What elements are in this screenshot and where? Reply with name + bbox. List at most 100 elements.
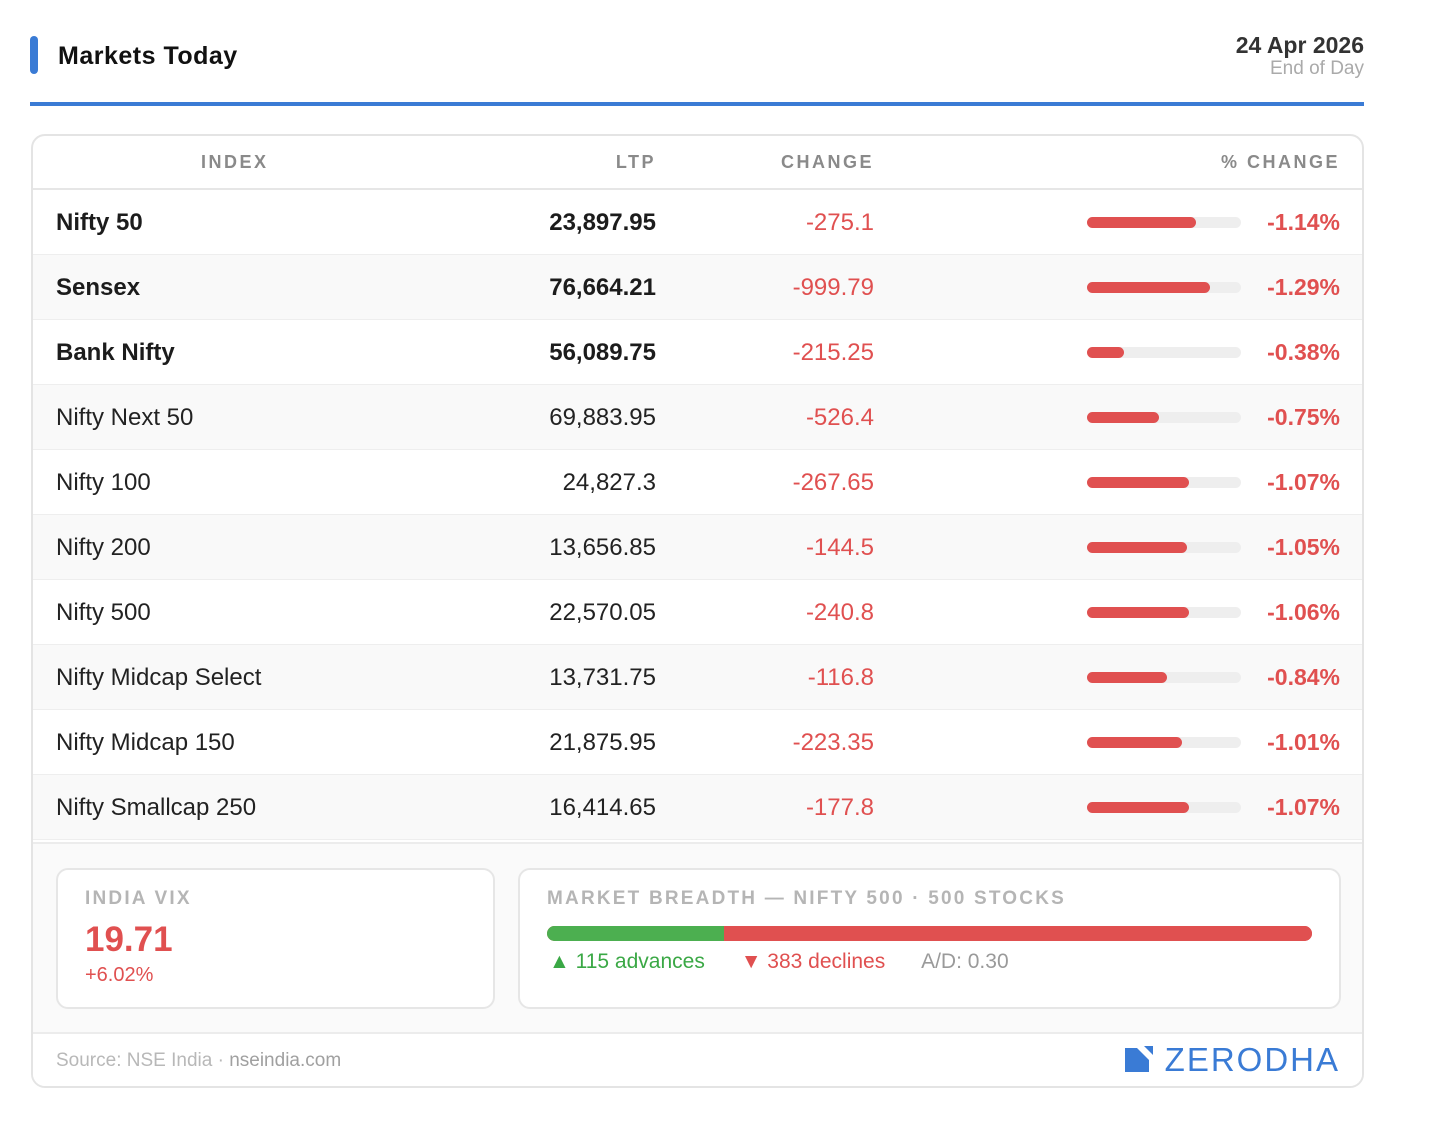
pct-change-bar-fill — [1087, 672, 1168, 683]
index-name: Nifty Midcap Select — [56, 664, 262, 691]
index-pct-change: -1.07% — [1267, 794, 1340, 820]
pct-change-bar-fill — [1087, 412, 1160, 423]
pct-change-bar-track — [1087, 737, 1241, 748]
index-pct-change: -1.05% — [1267, 534, 1340, 560]
index-ltp: 13,731.75 — [549, 664, 656, 691]
breadth-label: MARKET BREADTH — NIFTY 500 · 500 STOCKS — [547, 888, 1067, 909]
pct-change-bar-fill — [1087, 347, 1124, 358]
table-row[interactable]: Nifty Midcap Select 13,731.75 -116.8 -0.84% — [33, 645, 1362, 710]
pct-change-bar-track — [1087, 802, 1241, 813]
breadth-legend: ▲ 115 advances ▼ 383 declines A/D: 0.30 — [549, 950, 1009, 974]
column-header-index[interactable]: INDEX — [201, 152, 269, 172]
index-pct-change: -1.06% — [1267, 599, 1340, 625]
pct-change-bar-fill — [1087, 737, 1183, 748]
footer: Source: NSE India · nseindia.com ZERODHA — [33, 1032, 1362, 1086]
pct-change-bar-track — [1087, 607, 1241, 618]
index-pct-change: -1.01% — [1267, 729, 1340, 755]
table-header: INDEX LTP CHANGE % CHANGE — [33, 136, 1362, 190]
summary-section: INDIA VIX 19.71 +6.02% MARKET BREADTH — … — [33, 842, 1362, 1032]
index-ltp: 23,897.95 — [549, 209, 656, 236]
source-note: Source: NSE India · nseindia.com — [56, 1050, 341, 1072]
pct-change-bar-fill — [1087, 607, 1189, 618]
table-row[interactable]: Nifty 100 24,827.3 -267.65 -1.07% — [33, 450, 1362, 515]
index-pct-change: -1.29% — [1267, 274, 1340, 300]
source-link[interactable]: nseindia.com — [229, 1050, 342, 1071]
header: Markets Today 24 Apr 2026 End of Day — [30, 32, 1364, 106]
index-change: -177.8 — [805, 794, 874, 821]
india-vix-card: INDIA VIX 19.71 +6.02% — [56, 868, 495, 1009]
markets-card: INDEX LTP CHANGE % CHANGE Nifty 50 23,897… — [31, 134, 1364, 1088]
column-header-pct-change[interactable]: % CHANGE — [1220, 152, 1340, 172]
pct-change-bar-fill — [1087, 542, 1188, 553]
vix-value: 19.71 — [85, 920, 173, 959]
vix-change: +6.02% — [85, 964, 154, 986]
index-name: Nifty 50 — [56, 209, 143, 236]
table-row[interactable]: Nifty 200 13,656.85 -144.5 -1.05% — [33, 515, 1362, 580]
ad-ratio: A/D: 0.30 — [921, 950, 1009, 973]
column-header-change[interactable]: CHANGE — [780, 152, 874, 172]
index-ltp: 21,875.95 — [549, 729, 656, 756]
index-ltp: 22,570.05 — [549, 599, 656, 626]
table-row[interactable]: Nifty Midcap 150 21,875.95 -223.35 -1.01% — [33, 710, 1362, 775]
pct-change-bar-track — [1087, 282, 1241, 293]
zerodha-logo-icon — [1124, 1046, 1153, 1072]
index-ltp: 69,883.95 — [549, 404, 656, 431]
index-change: -215.25 — [792, 339, 874, 366]
table-row[interactable]: Nifty 50 23,897.95 -275.1 -1.14% — [33, 190, 1362, 255]
index-change: -240.8 — [805, 599, 874, 626]
pct-change-bar-fill — [1087, 217, 1197, 228]
pct-change-bar-fill — [1087, 477, 1189, 488]
index-change: -267.65 — [792, 469, 874, 496]
index-pct-change: -0.75% — [1267, 404, 1340, 430]
index-table-body: Nifty 50 23,897.95 -275.1 -1.14% Sensex 76,66… — [33, 190, 1362, 840]
pct-change-bar-track — [1087, 542, 1241, 553]
index-pct-change: -0.38% — [1267, 339, 1340, 365]
index-change: -999.79 — [792, 274, 874, 301]
index-ltp: 24,827.3 — [562, 469, 656, 496]
source-prefix: Source: NSE India · — [56, 1050, 230, 1071]
index-name: Nifty 200 — [56, 534, 151, 561]
index-pct-change: -1.14% — [1267, 209, 1340, 235]
breadth-bar — [547, 926, 1312, 941]
table-row[interactable]: Nifty 500 22,570.05 -240.8 -1.06% — [33, 580, 1362, 645]
index-ltp: 16,414.65 — [549, 794, 656, 821]
column-header-ltp[interactable]: LTP — [615, 152, 656, 172]
index-name: Nifty Smallcap 250 — [56, 794, 257, 821]
pct-change-bar-track — [1087, 217, 1241, 228]
index-change: -144.5 — [805, 534, 874, 561]
title-accent-bar — [30, 36, 38, 74]
index-change: -275.1 — [805, 209, 874, 236]
report-date: 24 Apr 2026 — [1235, 32, 1364, 58]
pct-change-bar-fill — [1087, 802, 1189, 813]
pct-change-bar-track — [1087, 672, 1241, 683]
page-title: Markets Today — [58, 42, 238, 70]
index-name: Bank Nifty — [56, 339, 175, 366]
index-change: -526.4 — [805, 404, 874, 431]
advances-count: ▲ 115 advances — [549, 950, 705, 973]
breadth-advances-segment — [547, 926, 724, 941]
index-name: Nifty Midcap 150 — [56, 729, 235, 756]
index-ltp: 76,664.21 — [549, 274, 656, 301]
index-name: Sensex — [56, 274, 141, 301]
index-change: -116.8 — [807, 664, 874, 691]
market-breadth-card: MARKET BREADTH — NIFTY 500 · 500 STOCKS … — [518, 868, 1341, 1009]
pct-change-bar-track — [1087, 412, 1241, 423]
report-subtitle: End of Day — [1270, 58, 1364, 79]
index-name: Nifty 100 — [56, 469, 151, 496]
breadth-declines-segment — [723, 926, 1312, 941]
pct-change-bar-track — [1087, 477, 1241, 488]
declines-count: ▼ 383 declines — [740, 950, 886, 973]
index-ltp: 56,089.75 — [549, 339, 656, 366]
table-row[interactable]: Bank Nifty 56,089.75 -215.25 -0.38% — [33, 320, 1362, 385]
index-pct-change: -1.07% — [1267, 469, 1340, 495]
pct-change-bar-fill — [1087, 282, 1211, 293]
table-row[interactable]: Nifty Smallcap 250 16,414.65 -177.8 -1.07% — [33, 775, 1362, 840]
index-change: -223.35 — [792, 729, 874, 756]
brand-name: ZERODHA — [1164, 1041, 1340, 1078]
index-name: Nifty 500 — [56, 599, 151, 626]
table-row[interactable]: Sensex 76,664.21 -999.79 -1.29% — [33, 255, 1362, 320]
index-pct-change: -0.84% — [1267, 664, 1340, 690]
table-row[interactable]: Nifty Next 50 69,883.95 -526.4 -0.75% — [33, 385, 1362, 450]
index-name: Nifty Next 50 — [56, 404, 194, 431]
vix-label: INDIA VIX — [85, 888, 192, 909]
